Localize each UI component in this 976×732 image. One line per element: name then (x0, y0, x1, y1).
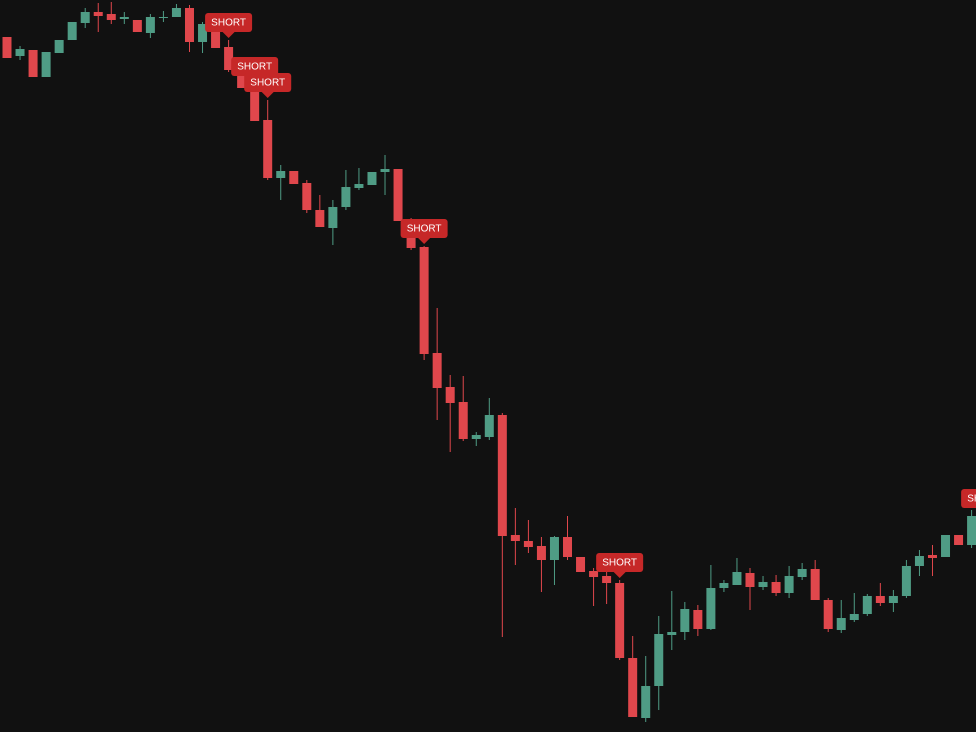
candle-body (80, 12, 90, 23)
candle-body (927, 555, 937, 558)
candle-body (784, 576, 794, 593)
candle-body (471, 435, 481, 439)
candle-body (184, 8, 194, 42)
signal-box (596, 553, 644, 572)
candle-body (484, 415, 494, 437)
signal-label: SHORT (967, 494, 976, 505)
candle-body (758, 582, 768, 587)
candle-body (849, 614, 859, 620)
signal-label: SHORT (211, 18, 246, 29)
candle-body (328, 207, 338, 228)
candle-body (237, 70, 247, 88)
candle-body (302, 183, 312, 210)
candle-body (888, 596, 898, 603)
candle-body (549, 537, 559, 560)
candle-body (823, 600, 833, 629)
signal-label: SHORT (602, 558, 637, 569)
candle-body (54, 40, 64, 53)
candle-body (771, 582, 781, 593)
candle-body (706, 588, 716, 629)
candle-body (419, 247, 429, 354)
candle-body (875, 596, 885, 603)
candle-body (276, 171, 286, 178)
candle-body (132, 20, 142, 32)
candle-body (315, 210, 325, 227)
candle-body (67, 22, 77, 40)
signal-box (244, 73, 292, 92)
candle-body (719, 583, 729, 588)
candle-body (393, 169, 403, 221)
candle-body (615, 583, 625, 658)
candle-body (28, 50, 38, 77)
candle-body (445, 387, 455, 403)
signal-pointer (418, 238, 431, 244)
candle-body (628, 658, 638, 717)
candle-body (901, 566, 911, 596)
candle-body (158, 17, 168, 18)
candle-body (510, 535, 520, 541)
candle-body (732, 572, 742, 585)
candle-body (797, 569, 807, 577)
signal-box (205, 13, 253, 32)
signal-pointer (261, 92, 274, 98)
candle-body (680, 609, 690, 632)
signal-label: SHORT (407, 224, 442, 235)
candle-body (810, 569, 820, 600)
candle-body (41, 52, 51, 77)
candle-body (563, 537, 573, 557)
candle-body (836, 618, 846, 630)
candle-body (458, 402, 468, 439)
candle-body (602, 576, 612, 583)
candle-body (536, 546, 546, 560)
candle-body (2, 37, 12, 58)
candle-body (224, 47, 234, 70)
signal-pointer (613, 572, 626, 578)
candle-body (967, 516, 976, 545)
candle-body (941, 535, 951, 557)
candle-body (497, 415, 507, 536)
candle-body (693, 610, 703, 629)
candle-body (367, 172, 377, 185)
candle-body (106, 14, 116, 20)
candle-body (341, 187, 351, 207)
signal-label: SHORT (250, 78, 285, 89)
signal-box (961, 489, 976, 508)
candle-body (667, 632, 677, 635)
candle-body (862, 596, 872, 614)
candle-body (354, 184, 364, 188)
candle-body (589, 571, 599, 577)
candle-body (641, 686, 651, 718)
candle-body (93, 12, 103, 16)
signal-box (231, 57, 279, 76)
candle-body (263, 120, 273, 178)
candle-body (119, 17, 129, 19)
signal-box (400, 219, 448, 238)
candle-body (914, 556, 924, 566)
candle-body (954, 535, 964, 545)
candle-body (745, 573, 755, 587)
signal-pointer (222, 32, 235, 38)
candle-body (523, 541, 533, 547)
candle-body (145, 17, 155, 33)
candle-body (654, 634, 664, 686)
candle-body (576, 557, 586, 572)
candle-body (171, 8, 181, 17)
candle-body (15, 49, 25, 56)
signal-label: SHORT (237, 62, 272, 73)
candle-body (380, 169, 390, 172)
candle-body (211, 22, 221, 48)
candle-body (250, 88, 260, 121)
candle-body (289, 171, 299, 184)
candle-body (198, 24, 208, 42)
candle-body (432, 353, 442, 388)
